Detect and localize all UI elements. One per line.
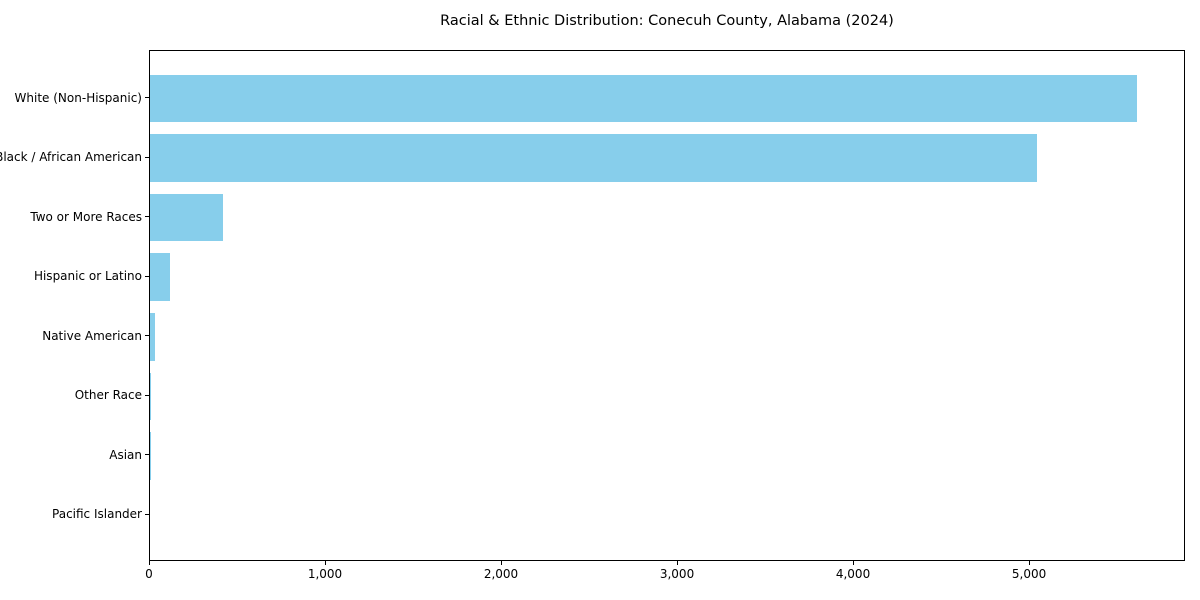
y-tick — [145, 454, 149, 456]
x-axis-label: 5,000 — [1011, 567, 1047, 581]
x-tick — [1029, 561, 1031, 565]
plot-area — [149, 50, 1185, 561]
bar-white-non-hispanic — [150, 74, 1138, 123]
y-axis-label: Other Race — [74, 388, 142, 403]
y-tick — [145, 513, 149, 515]
y-axis-label: Hispanic or Latino — [33, 269, 142, 284]
y-tick — [145, 275, 149, 277]
y-axis-label: White (Non-Hispanic) — [14, 90, 142, 105]
x-axis-label: 2,000 — [483, 567, 519, 581]
y-tick — [145, 335, 149, 337]
x-axis-label: 0 — [145, 567, 153, 581]
y-tick — [145, 216, 149, 218]
x-axis-label: 3,000 — [659, 567, 695, 581]
x-tick — [149, 561, 150, 565]
y-tick — [145, 97, 149, 98]
bar-hispanic-or-latino — [150, 253, 171, 301]
y-axis-label: Native American — [42, 328, 142, 343]
y-axis-label: Pacific Islander — [52, 507, 142, 522]
bar-black-african-american — [150, 134, 1038, 182]
x-axis-label: 4,000 — [835, 567, 871, 581]
x-axis-label: 1,000 — [307, 567, 343, 581]
bar-native-american — [150, 312, 155, 361]
bar-asian — [150, 432, 151, 480]
x-tick — [853, 561, 855, 565]
chart-title: Racial & Ethnic Distribution: Conecuh Co… — [440, 13, 894, 29]
bar-two-or-more-races — [150, 193, 224, 242]
x-tick — [501, 561, 503, 565]
y-axis-label: Black / African American — [0, 150, 142, 165]
x-tick — [677, 561, 679, 565]
bar-other-race — [150, 372, 152, 421]
y-tick — [145, 156, 149, 158]
y-axis-label: Two or More Races — [30, 209, 142, 224]
x-tick — [325, 561, 326, 565]
y-tick — [145, 394, 149, 396]
y-axis-label: Asian — [109, 447, 142, 462]
